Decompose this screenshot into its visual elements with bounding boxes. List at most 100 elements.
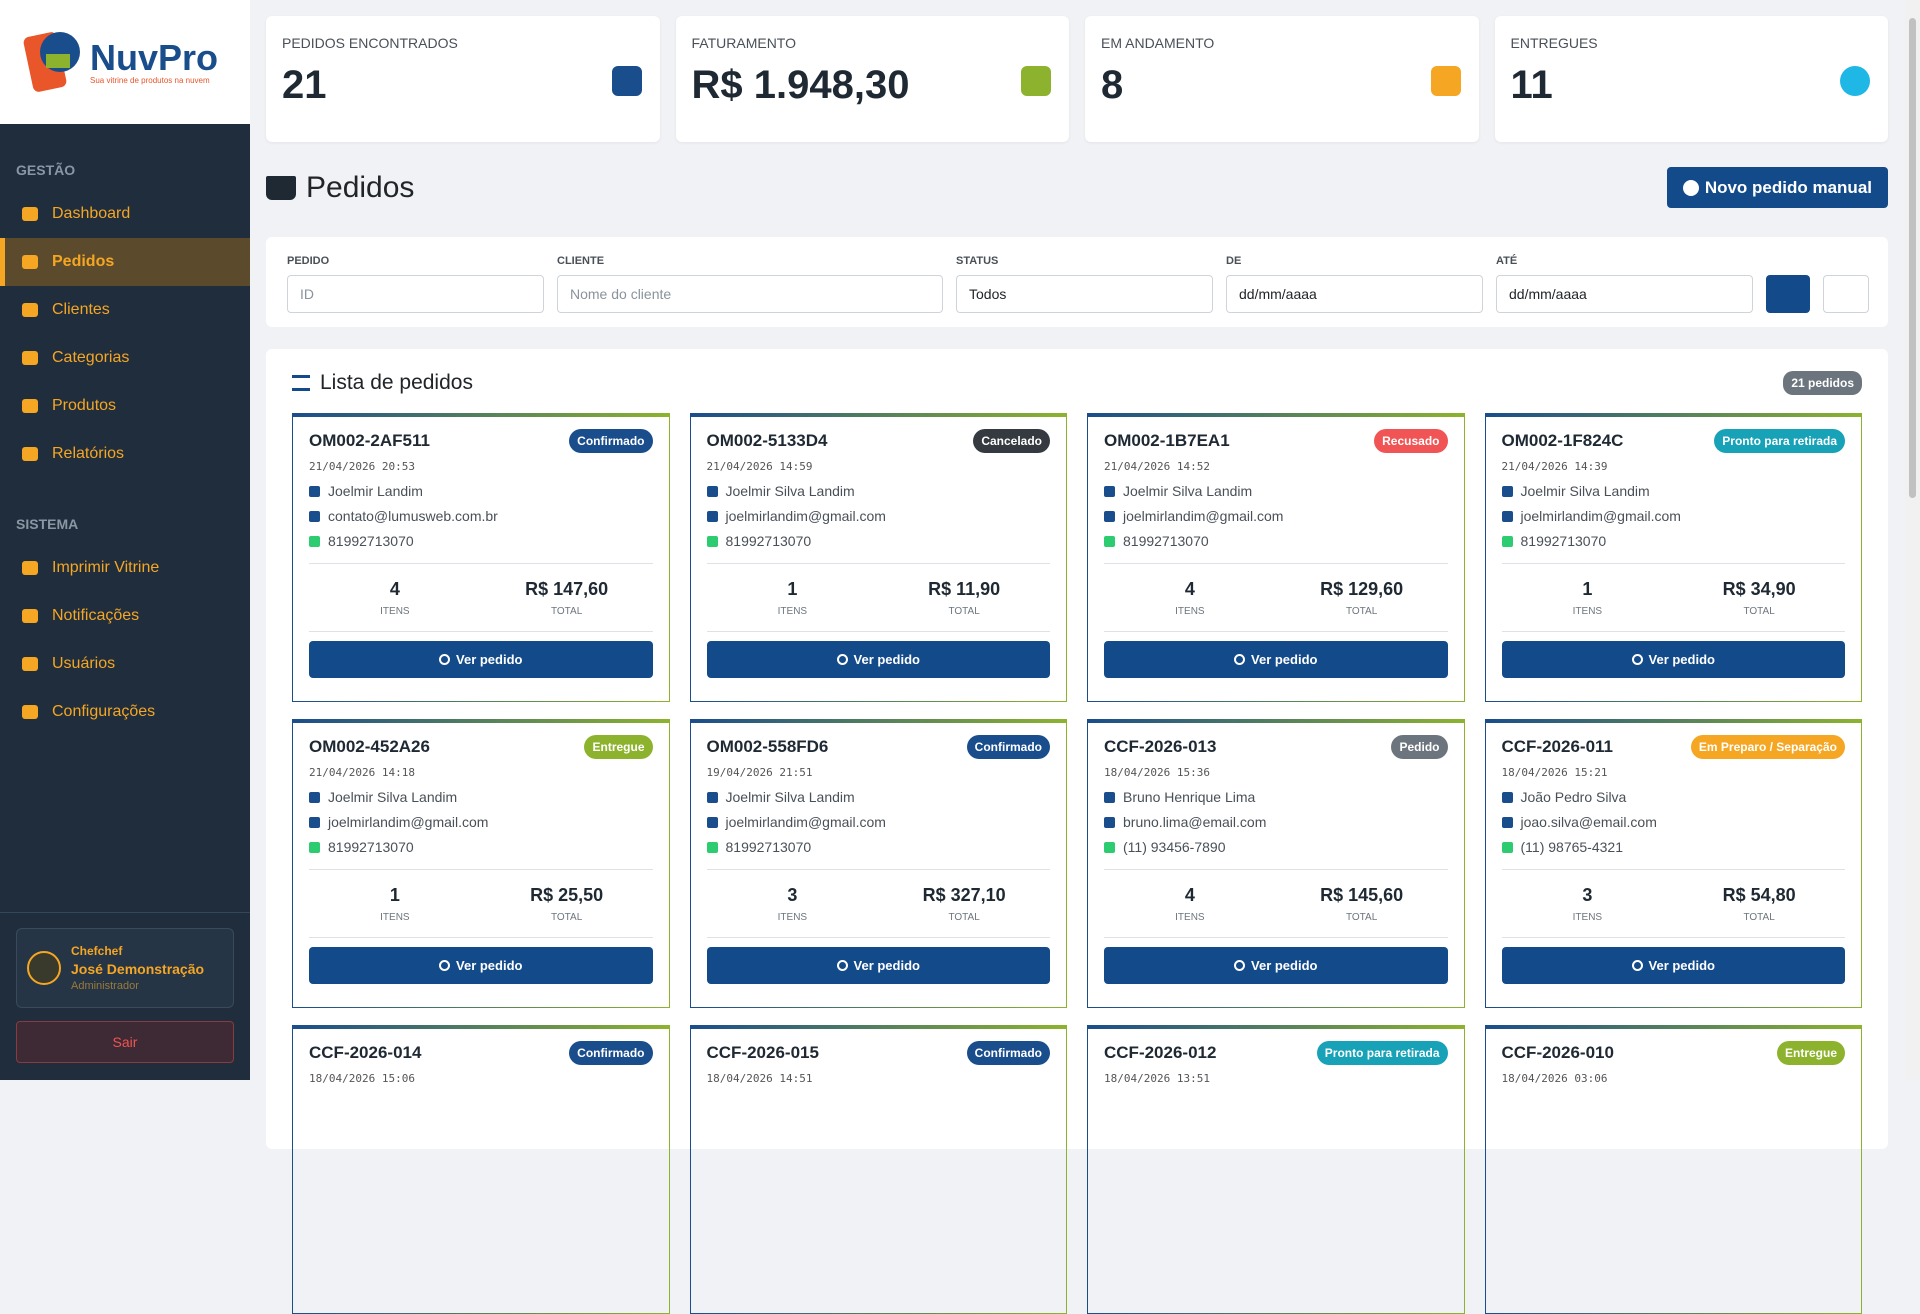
- order-id: OM002-2AF511: [309, 431, 430, 450]
- items-block: 3 ITENS: [707, 885, 879, 923]
- eye-icon: [1234, 960, 1246, 971]
- name-text: Joelmir Silva Landim: [725, 789, 855, 805]
- view-order-button[interactable]: Ver pedido: [706, 947, 1050, 984]
- email-text: joao.silva@email.com: [1520, 814, 1657, 830]
- nav-icon: [22, 255, 38, 269]
- filter-input[interactable]: Nome do cliente: [557, 275, 943, 313]
- order-date: 18/04/2026 13:51: [1104, 1072, 1210, 1085]
- view-order-button[interactable]: Ver pedido: [706, 641, 1050, 678]
- nav-section-title: SISTEMA: [16, 516, 79, 532]
- order-email: joelmirlandim@gmail.com: [1501, 508, 1846, 524]
- order-date: 18/04/2026 03:06: [1501, 1072, 1608, 1085]
- stat-icon: [611, 66, 642, 96]
- nav-label: Produtos: [52, 397, 117, 414]
- nav-icon: [22, 657, 38, 671]
- nav-item[interactable]: Pedidos: [0, 238, 250, 286]
- nav-item[interactable]: Notificações: [0, 592, 250, 640]
- email-text: joelmirlandim@gmail.com: [1123, 508, 1284, 524]
- items-count: 1: [787, 578, 798, 599]
- eye-icon: [836, 654, 848, 665]
- view-order-button[interactable]: Ver pedido: [309, 947, 653, 984]
- nav-item[interactable]: Clientes: [0, 286, 250, 334]
- order-totals: 4 ITENS R$ 145,60 TOTAL: [1104, 869, 1448, 938]
- filter-field: CLIENTE Nome do cliente: [557, 255, 943, 313]
- logo-text: NuvPro Sua vitrine de produtos na nuvem: [90, 39, 218, 85]
- order-date: 19/04/2026 21:51: [706, 766, 813, 779]
- user-info: Chefchef José Demonstração Administrador: [71, 944, 204, 992]
- nav-item[interactable]: Usuários: [0, 640, 250, 688]
- order-phone: 81992713070: [1501, 533, 1846, 549]
- name-text: Joelmir Silva Landim: [328, 789, 458, 805]
- view-order-button[interactable]: Ver pedido: [1104, 947, 1448, 984]
- order-header: CCF-2026-010 Entregue: [1501, 1041, 1845, 1065]
- items-count: 3: [787, 884, 798, 905]
- order-name: João Pedro Silva: [1501, 789, 1846, 805]
- total-block: R$ 11,90 TOTAL: [878, 579, 1050, 617]
- items-block: 4 ITENS: [1104, 885, 1276, 923]
- filter-input[interactable]: ID: [287, 275, 544, 313]
- view-order-button[interactable]: Ver pedido: [1104, 641, 1448, 678]
- status-badge: Entregue: [584, 735, 653, 759]
- scrollbar[interactable]: [1905, 0, 1920, 1080]
- order-id: CCF-2026-013: [1104, 737, 1217, 756]
- total-block: R$ 129,60 TOTAL: [1276, 579, 1448, 617]
- filter-label: DE: [1226, 255, 1242, 267]
- view-order-button[interactable]: Ver pedido: [1501, 947, 1845, 984]
- name-icon: [309, 791, 320, 803]
- order-totals: 4 ITENS R$ 147,60 TOTAL: [309, 563, 653, 632]
- eye-icon: [439, 654, 451, 665]
- nav-item[interactable]: Dashboard: [0, 190, 250, 238]
- email-icon: [309, 510, 320, 522]
- phone-text: (11) 98765-4321: [1520, 839, 1623, 855]
- name-text: Bruno Henrique Lima: [1123, 789, 1256, 805]
- filter-input[interactable]: dd/mm/aaaa: [1226, 275, 1483, 313]
- scroll-thumb[interactable]: [1909, 18, 1916, 498]
- stat-card: PEDIDOS ENCONTRADOS 21: [266, 16, 660, 142]
- items-label: ITENS: [1175, 605, 1205, 617]
- plus-icon: [1682, 179, 1699, 196]
- phone-text: 81992713070: [328, 533, 414, 549]
- order-name: Joelmir Silva Landim: [706, 483, 1051, 499]
- filter-input[interactable]: Todos: [956, 275, 1213, 313]
- order-phone: 81992713070: [706, 839, 1051, 855]
- view-order-label: Ver pedido: [456, 652, 523, 667]
- items-label: ITENS: [777, 911, 808, 923]
- nav-label: Imprimir Vitrine: [52, 559, 160, 576]
- cart-icon: [266, 175, 296, 200]
- view-order-button[interactable]: Ver pedido: [309, 641, 653, 678]
- divider: [0, 912, 250, 913]
- total-block: R$ 34,90 TOTAL: [1673, 579, 1845, 617]
- phone-text: 81992713070: [1123, 533, 1209, 549]
- nav-item[interactable]: Produtos: [0, 382, 250, 430]
- order-header: CCF-2026-012 Pronto para retirada: [1104, 1041, 1448, 1065]
- total-block: R$ 25,50 TOTAL: [481, 885, 653, 923]
- status-badge: Confirmado: [569, 429, 653, 453]
- nav-item[interactable]: Categorias: [0, 334, 250, 382]
- filter-input[interactable]: dd/mm/aaaa: [1496, 275, 1753, 313]
- order-totals: 4 ITENS R$ 129,60 TOTAL: [1104, 563, 1448, 632]
- email-text: bruno.lima@email.com: [1123, 814, 1267, 830]
- order-card: OM002-1F824C Pronto para retirada 21/04/20…: [1484, 413, 1862, 702]
- nav-item[interactable]: Relatórios: [0, 430, 250, 478]
- stats: PEDIDOS ENCONTRADOS 21 FATURAMENTO R$ 1.948…: [266, 16, 1888, 142]
- order-header: OM002-5133D4 Cancelado: [707, 429, 1050, 453]
- order-id: CCF-2026-010: [1501, 1043, 1614, 1062]
- email-text: joelmirlandim@gmail.com: [1520, 508, 1681, 524]
- new-order-button[interactable]: Novo pedido manual: [1666, 167, 1888, 208]
- list-count: 21 pedidos: [1783, 371, 1862, 395]
- nav-item[interactable]: Configurações: [0, 688, 250, 736]
- search-button[interactable]: [1766, 275, 1810, 313]
- nav-item[interactable]: Imprimir Vitrine: [0, 544, 250, 592]
- nav-label: Clientes: [52, 301, 110, 318]
- phone-icon: [1501, 535, 1513, 547]
- eye-icon: [1234, 654, 1246, 665]
- view-order-button[interactable]: Ver pedido: [1501, 641, 1845, 678]
- total-label: TOTAL: [1743, 911, 1775, 923]
- logo[interactable]: NuvPro Sua vitrine de produtos na nuvem: [0, 0, 250, 124]
- order-header: OM002-1F824C Pronto para retirada: [1502, 429, 1845, 453]
- logout-button[interactable]: Sair: [16, 1021, 234, 1063]
- nav-icon: [22, 351, 38, 365]
- stat-label: PEDIDOS ENCONTRADOS: [282, 35, 458, 51]
- clear-button[interactable]: [1823, 275, 1869, 313]
- nav-label: Dashboard: [52, 205, 131, 222]
